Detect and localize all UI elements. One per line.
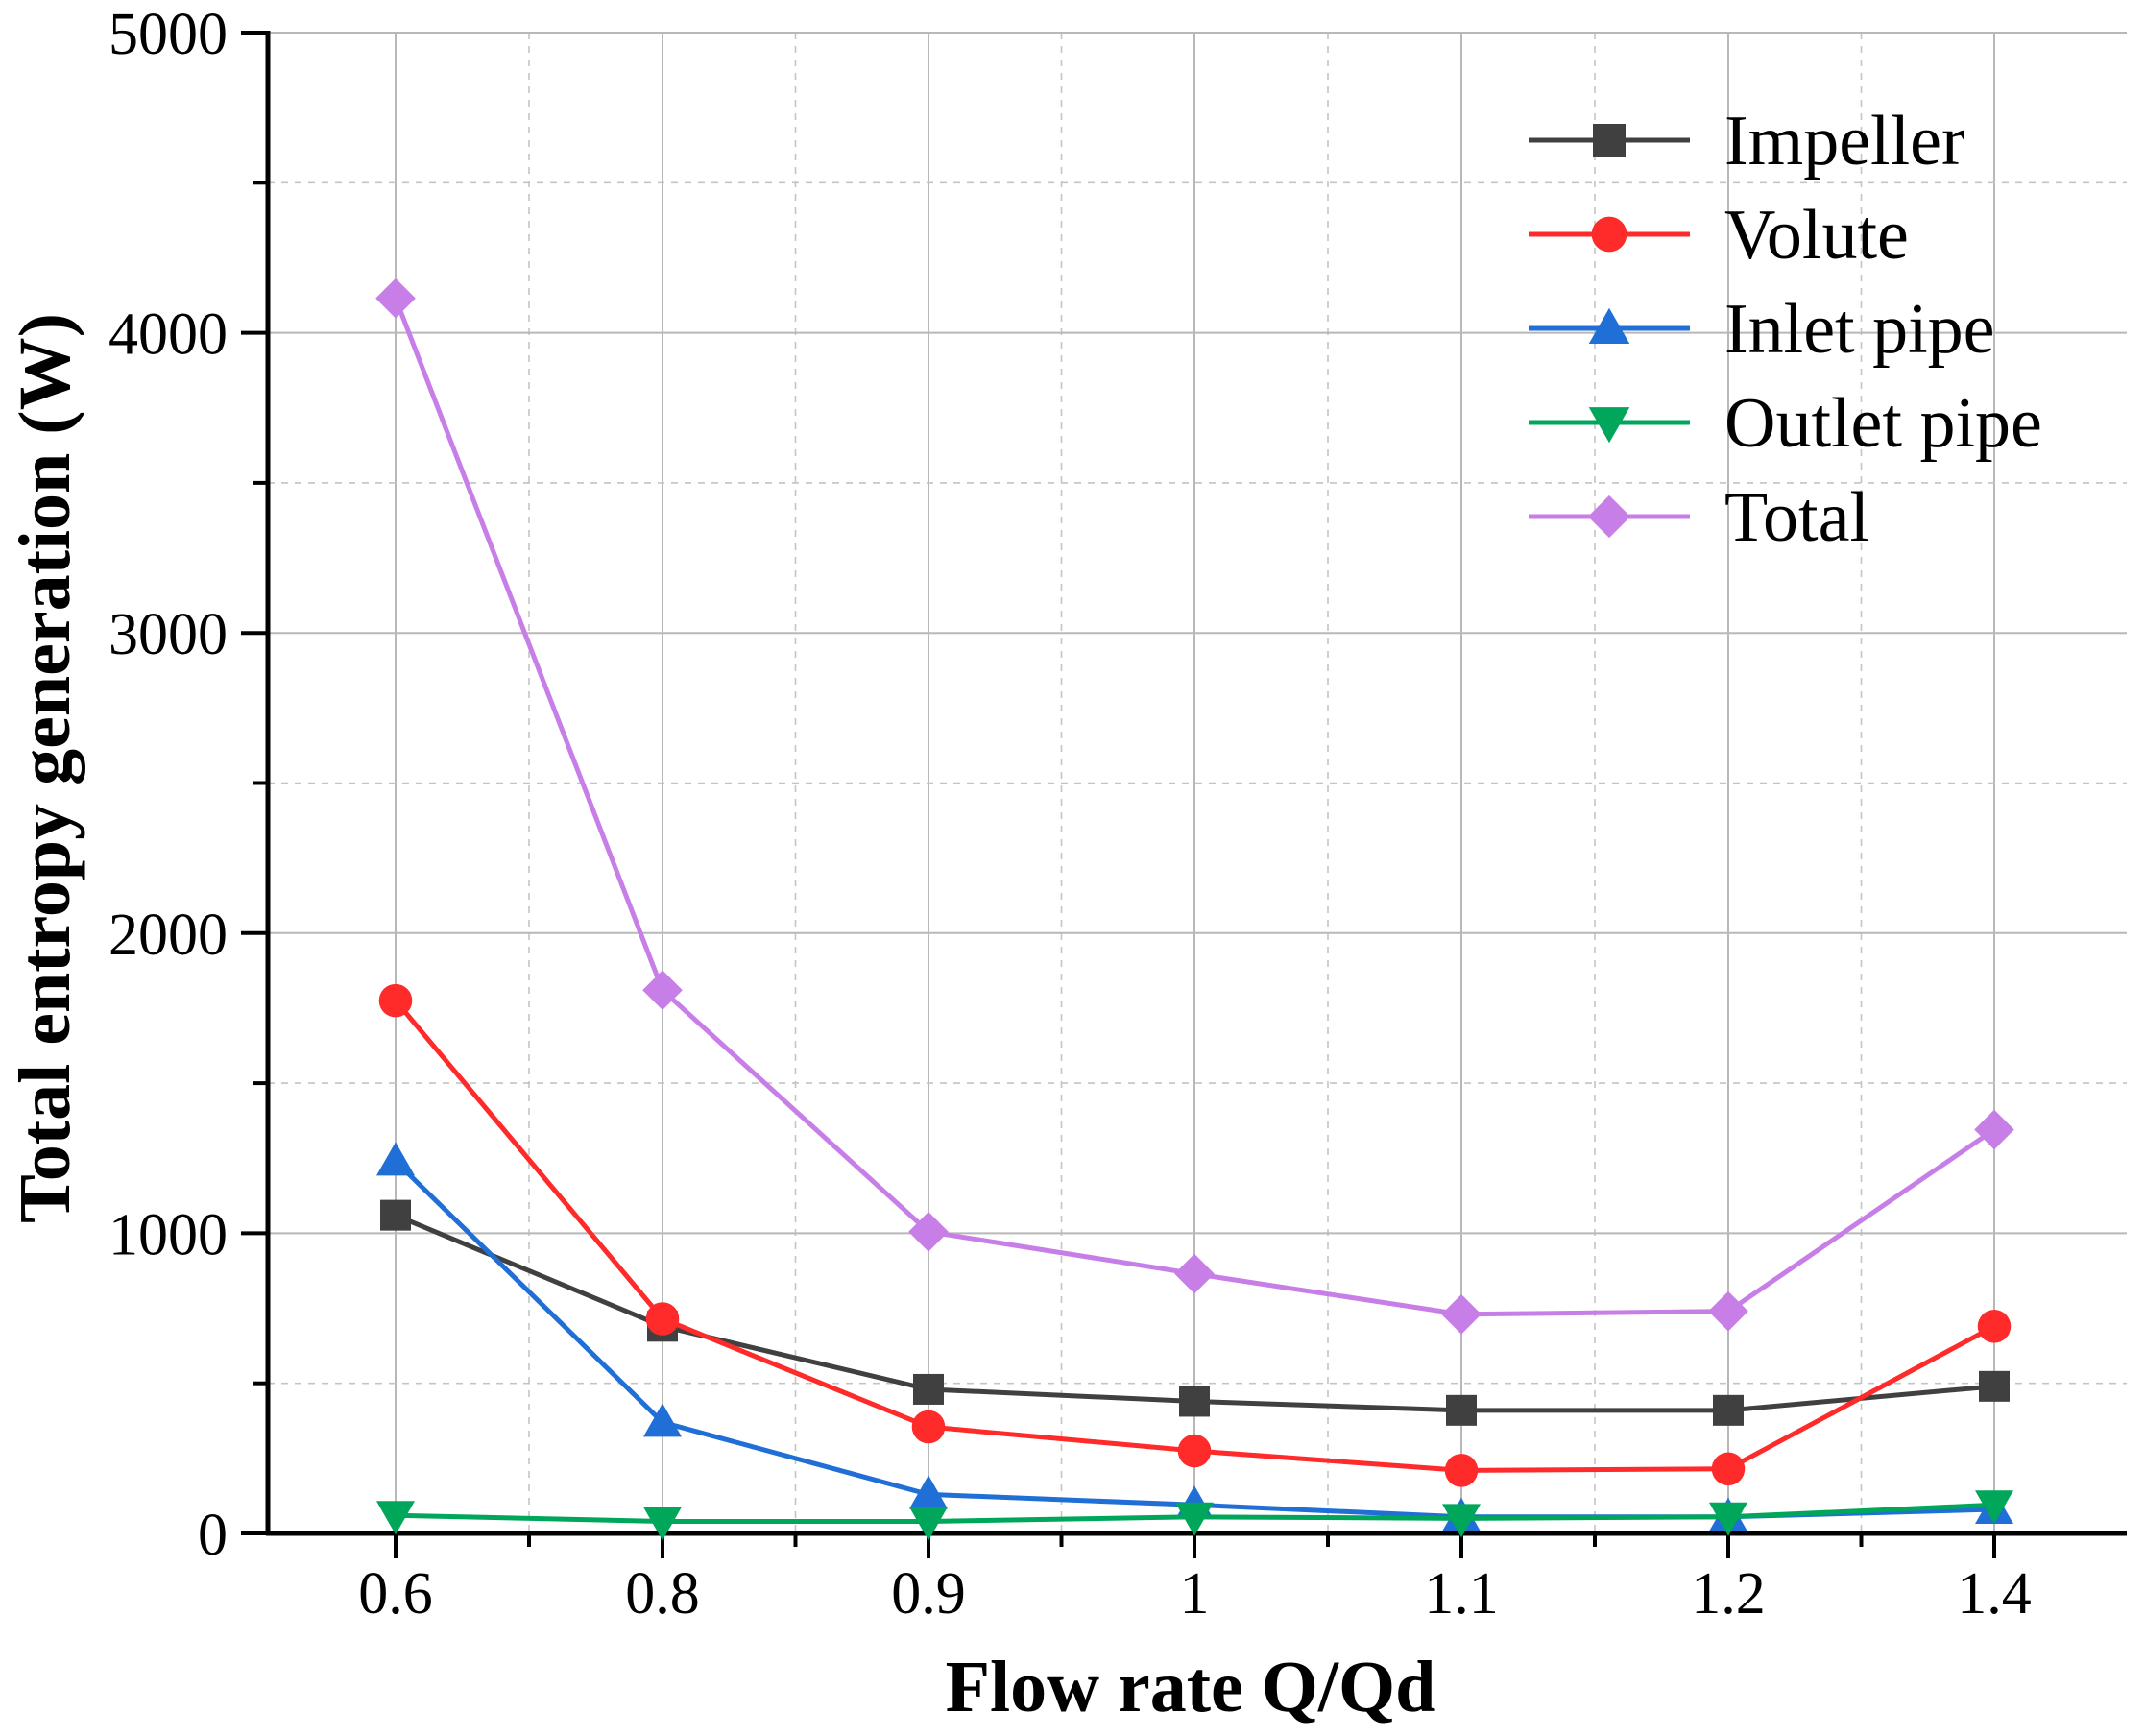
data-point-outlet-pipe <box>909 1507 948 1541</box>
data-point-inlet-pipe <box>643 1403 682 1437</box>
legend-marker-outlet-pipe <box>1588 407 1630 444</box>
x-tick-label: 1 <box>1180 1561 1210 1627</box>
data-point-impeller <box>380 1199 411 1231</box>
legend-label-total: Total <box>1724 478 1869 557</box>
legend-item-inlet-pipe: Inlet pipe <box>1529 290 1995 369</box>
data-point-impeller <box>1713 1394 1744 1426</box>
y-tick-label: 4000 <box>108 302 228 368</box>
legend-label-volute: Volute <box>1724 196 1909 275</box>
data-point-outlet-pipe <box>1709 1502 1747 1536</box>
legend-item-impeller: Impeller <box>1529 102 1965 181</box>
data-point-total <box>642 970 683 1010</box>
legend-label-inlet-pipe: Inlet pipe <box>1724 290 1995 369</box>
legend-marker-total <box>1587 494 1631 539</box>
x-tick-label: 0.9 <box>891 1561 966 1627</box>
y-tick-label: 3000 <box>108 602 228 667</box>
axes-layer: 0.6 0.8 0.9 1 1.1 1.2 1.4 0 1000 2000 3000 4000 5000 <box>108 2 2127 1627</box>
data-point-impeller <box>1446 1394 1477 1426</box>
legend-label-impeller: Impeller <box>1724 102 1965 181</box>
x-tick-label: 1.4 <box>1957 1561 2032 1627</box>
legend-marker-inlet-pipe <box>1588 307 1630 344</box>
legend-item-total: Total <box>1529 478 1869 557</box>
x-axis-title: Flow rate Q/Qd <box>946 1647 1436 1727</box>
data-point-total <box>1174 1253 1215 1294</box>
y-tick-label: 5000 <box>108 2 228 67</box>
data-point-outlet-pipe <box>1442 1504 1481 1538</box>
data-point-volute <box>1977 1310 2012 1343</box>
legend-marker-impeller <box>1593 124 1626 157</box>
data-point-volute <box>1177 1434 1212 1468</box>
data-point-impeller <box>1179 1386 1210 1417</box>
series-volute <box>378 983 2012 1487</box>
data-point-volute <box>645 1302 680 1336</box>
data-point-volute <box>378 983 413 1018</box>
data-point-volute <box>911 1410 946 1444</box>
y-tick-label: 1000 <box>108 1202 228 1267</box>
legend: Impeller Volute Inlet pipe Outlet pipe Total <box>1529 102 2042 557</box>
data-point-total <box>1708 1290 1748 1332</box>
legend-item-volute: Volute <box>1529 196 1909 275</box>
data-point-volute <box>1711 1452 1746 1486</box>
legend-item-outlet-pipe: Outlet pipe <box>1529 384 2042 463</box>
data-point-total <box>375 277 416 319</box>
data-point-outlet-pipe <box>643 1507 682 1541</box>
series-outlet-pipe <box>376 1490 2013 1541</box>
data-point-inlet-pipe <box>909 1475 948 1509</box>
y-axis-title: Total entropy generation (W) <box>5 313 85 1223</box>
x-tick-label: 0.6 <box>358 1561 433 1627</box>
legend-marker-volute <box>1591 216 1627 253</box>
data-point-impeller <box>913 1373 944 1405</box>
data-point-inlet-pipe <box>376 1142 415 1176</box>
data-point-total <box>1974 1109 2014 1150</box>
y-tick-label: 0 <box>198 1503 228 1568</box>
x-tick-label: 1.1 <box>1424 1561 1499 1627</box>
legend-label-outlet-pipe: Outlet pipe <box>1724 384 2042 463</box>
y-tick-label: 2000 <box>108 903 228 968</box>
data-point-volute <box>1444 1454 1479 1487</box>
grid-layer <box>268 32 2127 1533</box>
x-tick-label: 0.8 <box>625 1561 700 1627</box>
data-point-total <box>1441 1294 1482 1335</box>
data-point-outlet-pipe <box>1975 1490 2013 1525</box>
series-total <box>375 277 2014 1335</box>
series-layer <box>375 277 2014 1541</box>
data-point-outlet-pipe <box>376 1501 415 1535</box>
x-tick-label: 1.2 <box>1691 1561 1766 1627</box>
data-point-outlet-pipe <box>1175 1502 1214 1536</box>
data-point-total <box>908 1212 949 1252</box>
data-point-impeller <box>1979 1370 2010 1402</box>
